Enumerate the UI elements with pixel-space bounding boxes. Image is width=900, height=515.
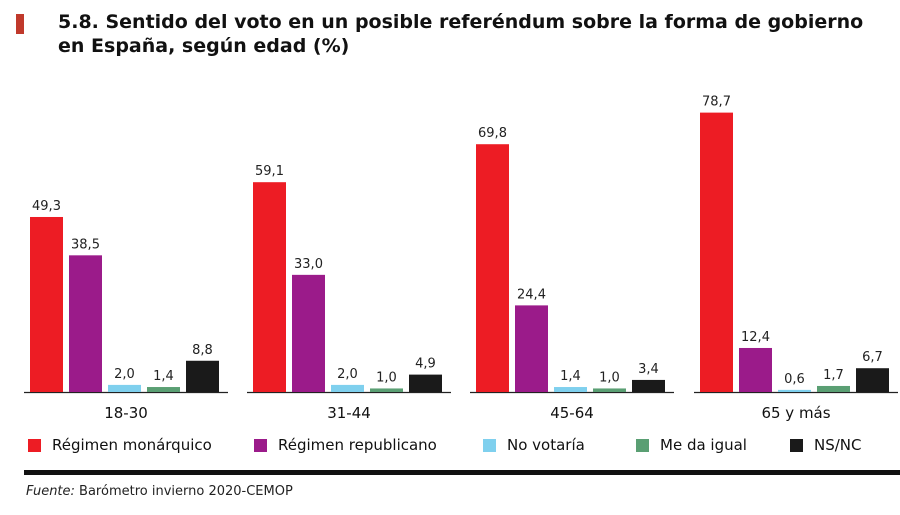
bar-value-label: 1,4 (560, 369, 581, 384)
bar (108, 384, 141, 392)
legend-swatch (254, 438, 267, 452)
bar (778, 389, 811, 392)
legend-label: No votaría (507, 436, 585, 454)
bar-value-label: 59,1 (255, 164, 284, 179)
source-label: Fuente: (26, 484, 75, 499)
legend-item: NS/NC (790, 436, 862, 454)
bar (700, 112, 733, 393)
bar-value-label: 49,3 (32, 199, 61, 214)
legend-item: Me da igual (636, 436, 747, 454)
legend-swatch (790, 438, 803, 452)
category-label: 31-44 (327, 404, 371, 422)
footer-rule (24, 470, 900, 475)
legend-label: Régimen monárquico (52, 436, 212, 454)
category-label: 45-64 (550, 404, 594, 422)
legend-swatch (636, 438, 649, 452)
legend-item: Régimen monárquico (28, 436, 212, 454)
legend-label: Me da igual (660, 436, 747, 454)
bar (30, 216, 63, 392)
bar-value-label: 2,0 (337, 367, 358, 382)
bar (593, 388, 626, 392)
bar-value-label: 1,4 (153, 369, 174, 384)
bar-value-label: 1,0 (376, 370, 397, 385)
legend-label: Régimen republicano (278, 436, 437, 454)
category-label: 18-30 (104, 404, 148, 422)
legend-swatch (483, 438, 496, 452)
bar (515, 305, 548, 392)
bar (370, 388, 403, 392)
bar-chart: 49,3 38,5 2,0 1,4 8,8 18-30 59,1 33,0 2,0 1,0 4,9 3… (24, 95, 898, 422)
bar-value-label: 4,9 (415, 357, 436, 372)
bar-value-label: 33,0 (294, 257, 323, 272)
bar (331, 384, 364, 392)
bar-value-label: 12,4 (741, 330, 770, 345)
source-note: Fuente: Barómetro invierno 2020-CEMOP (26, 484, 293, 499)
bar-value-label: 69,8 (478, 126, 507, 141)
bar (476, 144, 509, 392)
bar-value-label: 8,8 (192, 343, 213, 358)
bar-value-label: 2,0 (114, 367, 135, 382)
bar (253, 182, 286, 392)
legend-item: Régimen republicano (254, 436, 437, 454)
bar (554, 387, 587, 392)
bar (292, 274, 325, 392)
source-text: Barómetro invierno 2020-CEMOP (79, 484, 293, 499)
bar-value-label: 3,4 (638, 362, 659, 377)
title-marker (16, 14, 24, 34)
bar (739, 347, 772, 392)
bar (632, 379, 665, 392)
bar (69, 255, 102, 392)
bar-value-label: 78,7 (702, 95, 731, 110)
bar-value-label: 38,5 (71, 237, 100, 252)
bar (856, 368, 889, 392)
bar (409, 374, 442, 392)
bar-value-label: 6,7 (862, 350, 883, 365)
legend-swatch (28, 438, 41, 452)
bar (147, 387, 180, 392)
legend-item: No votaría (483, 436, 585, 454)
category-label: 65 y más (761, 404, 830, 422)
chart-legend: Régimen monárquico Régimen republicano No … (28, 436, 888, 462)
bar-value-label: 0,6 (784, 372, 805, 387)
chart-title: 5.8. Sentido del voto en un posible refe… (58, 11, 864, 57)
legend-label: NS/NC (814, 436, 862, 454)
bar-value-label: 24,4 (517, 287, 546, 302)
bar (817, 385, 850, 392)
bar (186, 360, 219, 392)
bar-value-label: 1,7 (823, 368, 844, 383)
bar-value-label: 1,0 (599, 370, 620, 385)
